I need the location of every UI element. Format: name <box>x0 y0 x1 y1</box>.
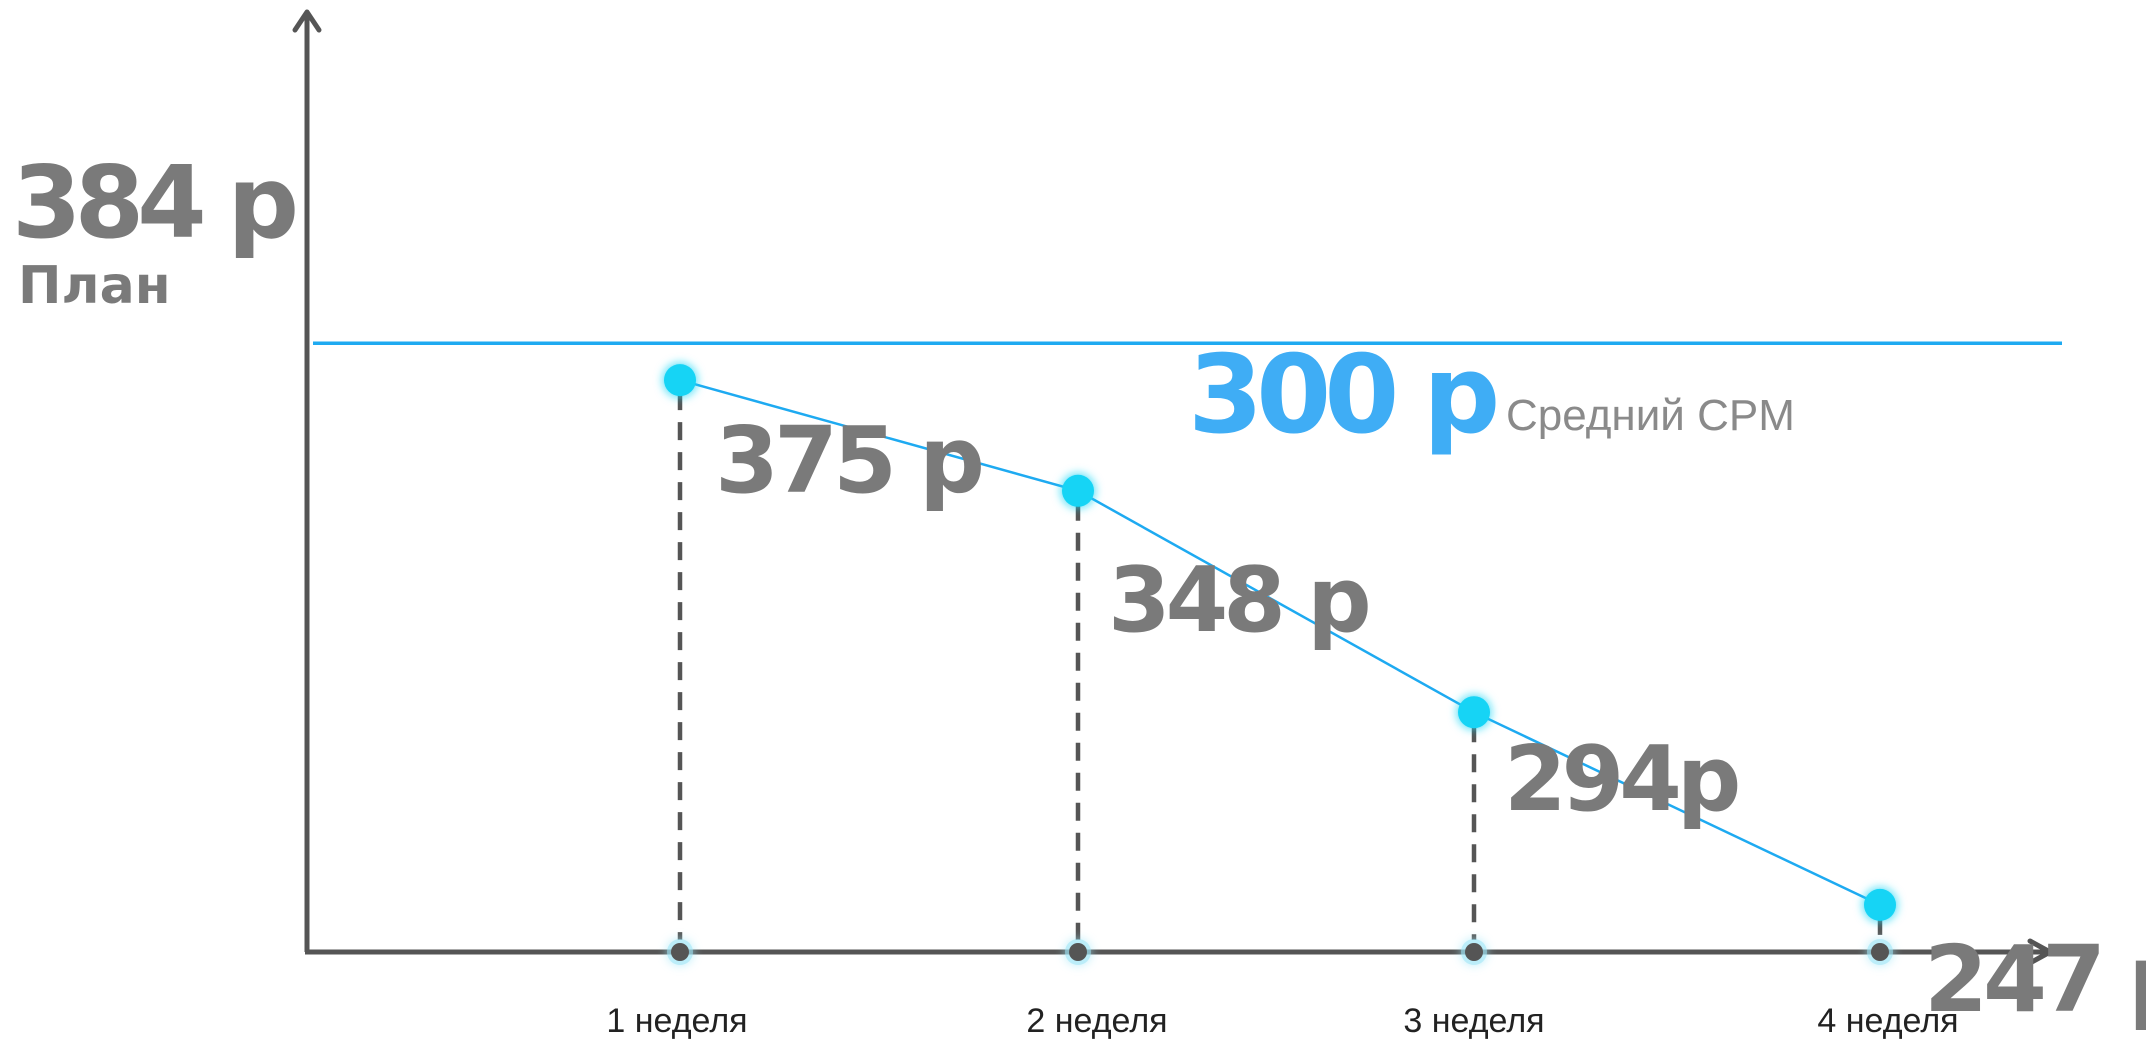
x-tick-label: 2 неделя <box>1026 1002 1167 1039</box>
data-label: 294р <box>1504 727 1738 832</box>
average-cpm-caption: Средний CPM <box>1506 391 1795 440</box>
x-tick-label: 3 неделя <box>1403 1002 1544 1039</box>
axis-dot <box>671 943 689 961</box>
x-axis-arrow <box>2027 938 2053 966</box>
x-tick-label: 4 неделя <box>1817 1002 1958 1039</box>
data-label: 247 р <box>1924 926 2146 1033</box>
x-tick-label: 1 неделя <box>606 1002 747 1039</box>
data-point <box>1864 888 1896 921</box>
average-cpm-value: 300 р <box>1188 333 1496 458</box>
axis-dot <box>1465 943 1483 961</box>
data-point <box>1458 696 1490 729</box>
plan-value-label: 384 р <box>12 144 296 261</box>
axis-dot <box>1069 943 1087 961</box>
data-label: 348 р <box>1108 548 1368 653</box>
plan-caption: План <box>18 256 171 316</box>
cpm-series-line <box>679 378 1881 907</box>
axis-dot <box>1871 943 1889 961</box>
data-point <box>1062 474 1094 507</box>
data-label: 375 р <box>715 407 981 514</box>
data-point <box>664 364 696 397</box>
y-axis-arrow <box>292 9 322 33</box>
